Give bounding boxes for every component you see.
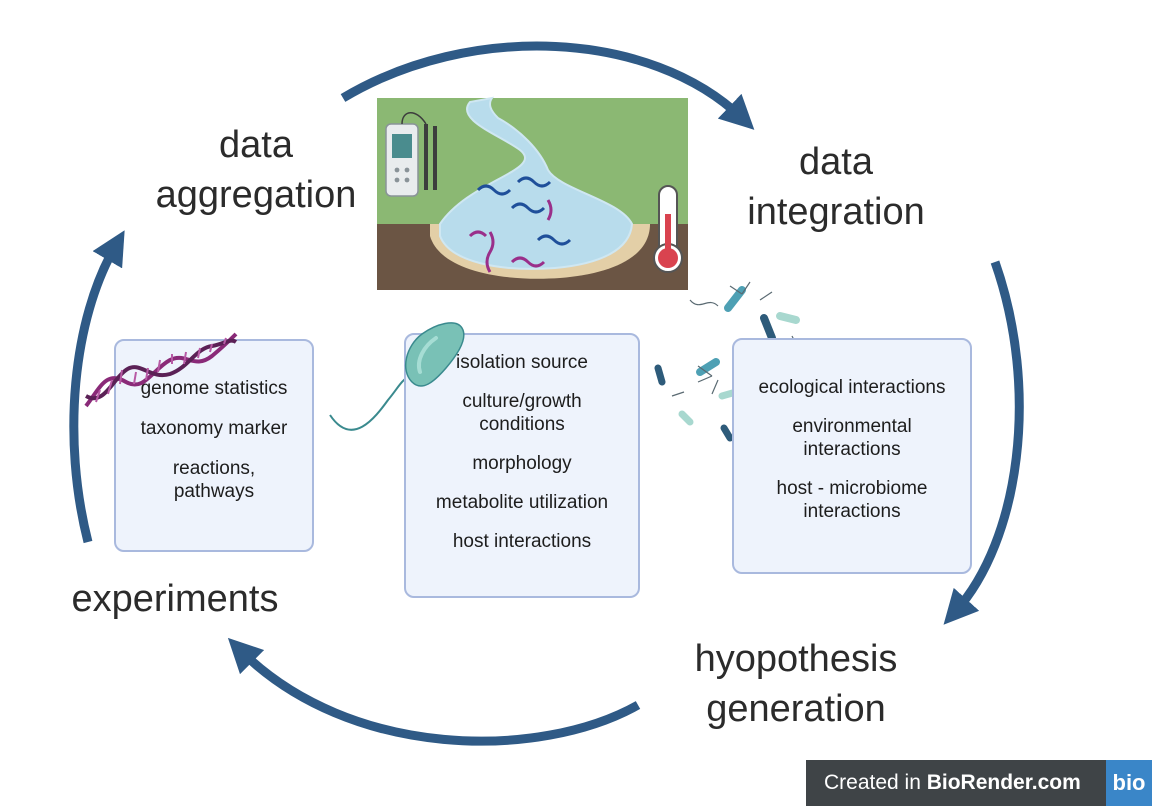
dna-helix-icon [84,332,238,408]
stage-label-experiments: experiments [71,578,279,620]
biorender-logo: bio [1106,760,1152,806]
credit-brand: BioRender.com [926,771,1081,794]
biorender-credit-text: Created in BioRender.com [806,771,1106,795]
box-item-host-interactions: host interactions [452,531,592,552]
stage-label-data-integration: data integration [747,141,925,233]
stage-label-hypothesis-generation: hyopothesis generation [694,638,898,730]
box-item-metabolite-utilization: metabolite utilization [435,492,609,513]
box-item-reactions-pathways: reactions, pathways [172,458,256,502]
box-item-environmental-interactions: environmental interactions [792,416,912,460]
credit-prefix: Created in [824,771,927,794]
cycle-arrow-left [69,230,125,544]
box-item-morphology: morphology [472,453,572,474]
phenotypic-data-box: isolation source culture/growth conditio… [404,333,640,598]
cycle-arrow-right [943,260,1024,625]
interaction-data-box: ecological interactions environmental in… [732,338,972,574]
river-landscape-icon [377,96,688,290]
box-item-host-microbiome-interactions: host - microbiome interactions [776,478,928,522]
biorender-badge: Created in BioRender.com bio [806,760,1152,806]
cycle-arrow-top [340,41,755,130]
bacterium-flagellum [329,374,411,431]
box-item-taxonomy-marker: taxonomy marker [140,418,288,439]
thermometer-icon [653,185,683,273]
ph-meter-icon [385,112,437,197]
box-item-isolation-source: isolation source [455,352,589,373]
box-item-culture-growth-conditions: culture/growth conditions [462,391,582,435]
stage-label-data-aggregation: data aggregation [155,124,357,216]
box-item-ecological-interactions: ecological interactions [758,377,946,398]
cycle-arrow-bottom [227,637,641,746]
box-item-genome-statistics: genome statistics [140,378,288,399]
bacterium-icon [404,322,465,387]
